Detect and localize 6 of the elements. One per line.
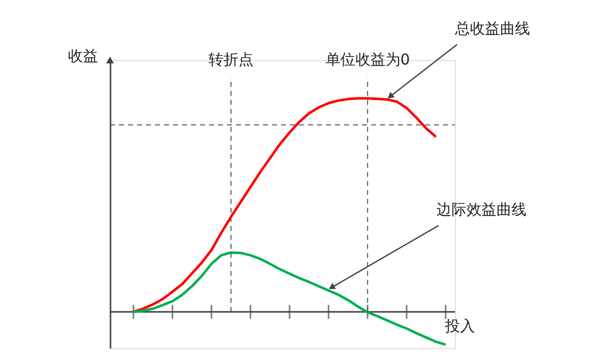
text: 转折点 (208, 50, 254, 69)
annotation: 边际效益曲线 (436, 200, 527, 218)
text: 总收益曲线 (454, 19, 530, 38)
text: 单位收益为0 (325, 50, 410, 69)
x-axis-title: 投入 (444, 316, 475, 335)
y-axis-title: 收益 (68, 47, 98, 65)
